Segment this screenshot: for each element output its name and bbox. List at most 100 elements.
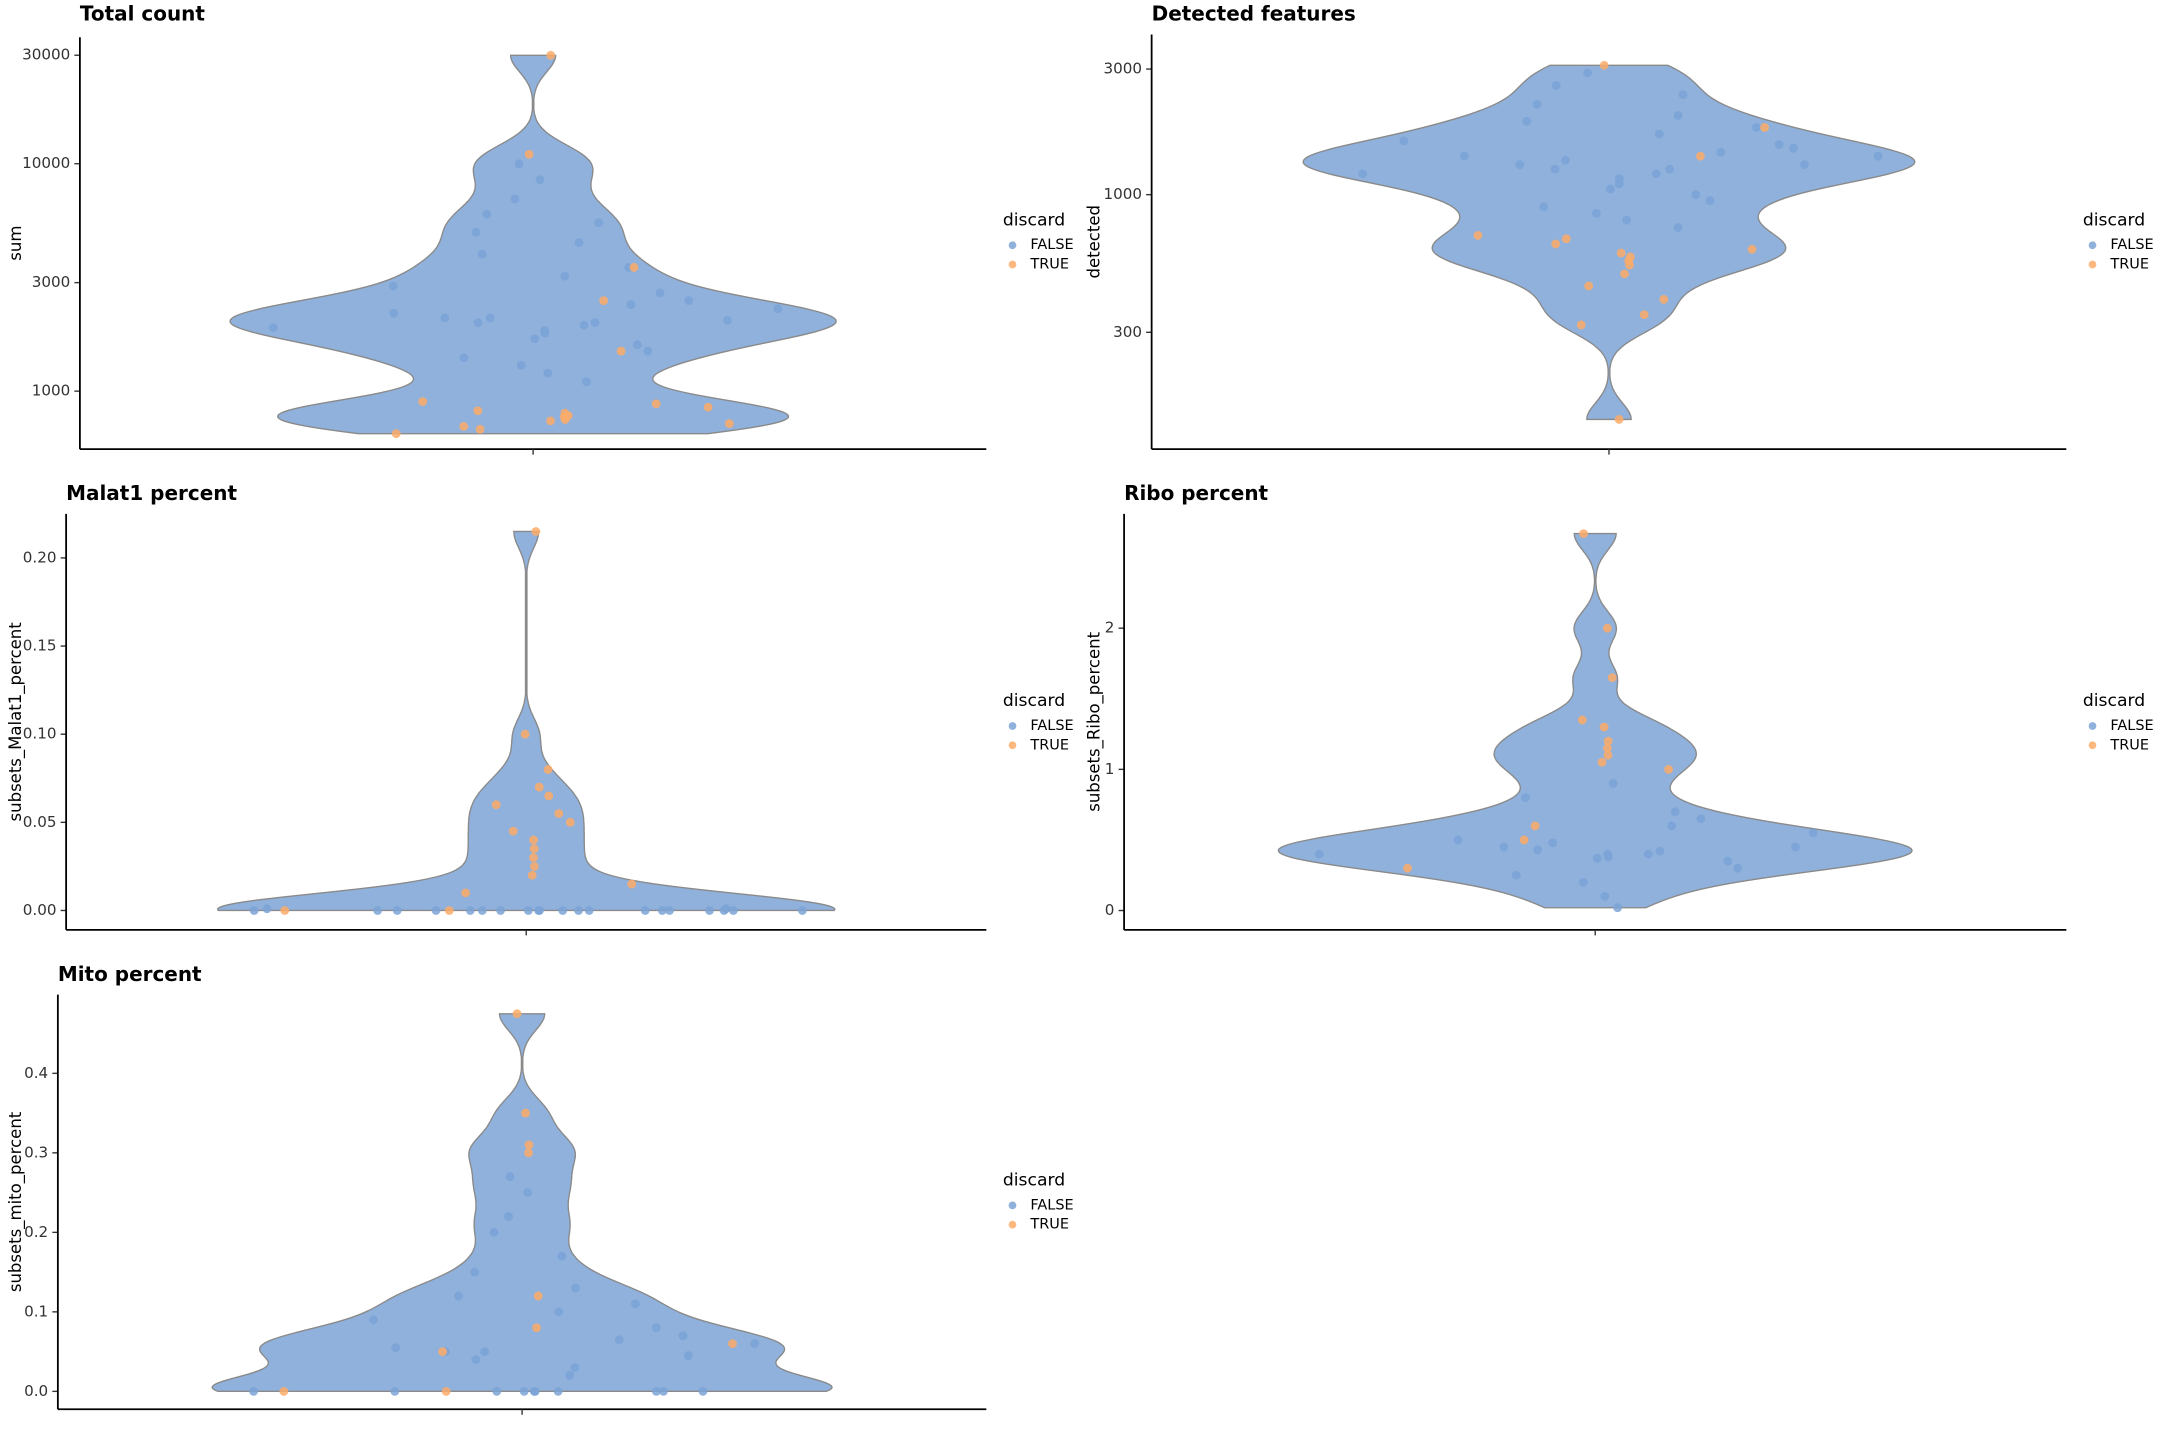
point xyxy=(1615,174,1624,184)
point xyxy=(1607,673,1617,683)
point xyxy=(280,906,290,915)
panel: Detected features detected 300 1000 3000 disc… xyxy=(1085,2,2154,455)
point xyxy=(1667,821,1677,831)
legend-title: discard xyxy=(1003,691,1065,711)
point xyxy=(1723,856,1733,866)
point xyxy=(655,288,665,298)
point xyxy=(1625,260,1634,270)
point xyxy=(629,262,639,272)
point xyxy=(1358,169,1368,179)
y-axis-title: subsets_Ribo_percent xyxy=(1085,631,1105,811)
point xyxy=(797,906,807,915)
point xyxy=(532,1323,541,1333)
point xyxy=(524,1140,534,1150)
legend-label: FALSE xyxy=(1030,237,1073,253)
y-tick-label: 1000 xyxy=(1103,185,1142,203)
point xyxy=(1608,779,1618,788)
point xyxy=(1592,208,1601,218)
point xyxy=(627,879,637,889)
point xyxy=(1551,81,1561,90)
point xyxy=(530,862,539,871)
point xyxy=(1603,736,1613,746)
y-tick-label: 0 xyxy=(1105,901,1115,919)
point xyxy=(544,791,554,801)
point xyxy=(599,296,609,306)
point xyxy=(554,809,564,818)
y-tick-label: 0.0 xyxy=(24,1382,48,1400)
point xyxy=(389,308,399,318)
point xyxy=(531,527,541,536)
point xyxy=(560,271,570,281)
point xyxy=(1459,151,1469,161)
point xyxy=(1664,764,1673,774)
point xyxy=(480,1347,490,1357)
point xyxy=(1808,828,1818,838)
point xyxy=(1716,147,1726,157)
point xyxy=(475,424,485,434)
point xyxy=(459,421,469,431)
y-tick-label: 0.15 xyxy=(23,637,57,655)
y-tick-label: 0.1 xyxy=(24,1302,48,1320)
y-tick-label: 0.20 xyxy=(23,548,57,566)
point xyxy=(465,906,475,915)
point xyxy=(1790,842,1800,852)
point xyxy=(1691,190,1701,200)
panel-title: Total count xyxy=(80,2,205,26)
legend-swatch xyxy=(1008,1220,1017,1229)
point xyxy=(1639,310,1649,320)
point xyxy=(1533,845,1543,855)
point xyxy=(1532,100,1542,109)
point xyxy=(1592,853,1602,863)
point xyxy=(705,906,714,915)
point xyxy=(1314,849,1324,859)
point xyxy=(683,1351,693,1360)
point xyxy=(512,1009,522,1019)
point xyxy=(477,906,487,915)
legend-swatch xyxy=(1008,722,1017,730)
point xyxy=(1678,90,1688,99)
point xyxy=(540,325,549,335)
y-tick-label: 3000 xyxy=(1103,60,1142,78)
point xyxy=(1733,863,1743,873)
y-axis-title: sum xyxy=(6,226,25,261)
point xyxy=(1613,903,1623,913)
panel: Ribo percent subsets_Ribo_percent 0 1 2 disca… xyxy=(1085,481,2154,936)
point xyxy=(535,175,545,185)
point xyxy=(1673,111,1683,120)
point xyxy=(1522,116,1532,126)
point xyxy=(558,906,568,915)
point xyxy=(523,906,533,915)
point xyxy=(1705,196,1715,205)
point xyxy=(557,1251,567,1261)
violin xyxy=(229,54,837,435)
point xyxy=(524,149,534,159)
point xyxy=(630,1299,640,1309)
point xyxy=(534,906,543,915)
point xyxy=(574,238,584,247)
legend-swatch xyxy=(1008,260,1017,269)
point xyxy=(249,906,259,915)
point xyxy=(574,906,583,915)
point xyxy=(533,1291,543,1301)
point xyxy=(1616,248,1626,258)
point xyxy=(1789,143,1798,153)
legend-label: FALSE xyxy=(2110,237,2153,253)
point xyxy=(491,800,501,810)
point xyxy=(514,159,524,169)
y-axis-title: subsets_Malat1_percent xyxy=(6,622,26,822)
point xyxy=(510,194,520,204)
point xyxy=(1583,68,1593,78)
legend-swatch xyxy=(1008,741,1017,750)
legend-title: discard xyxy=(2083,691,2145,711)
y-tick-label: 0.3 xyxy=(24,1143,48,1161)
y-axis-title: subsets_mito_percent xyxy=(6,1111,26,1292)
legend-swatch xyxy=(2088,260,2097,269)
point xyxy=(470,1267,480,1277)
point xyxy=(519,1386,529,1396)
point xyxy=(560,408,570,418)
point xyxy=(1696,814,1706,824)
point xyxy=(546,50,556,60)
legend-swatch xyxy=(1008,241,1017,250)
point xyxy=(579,320,589,330)
